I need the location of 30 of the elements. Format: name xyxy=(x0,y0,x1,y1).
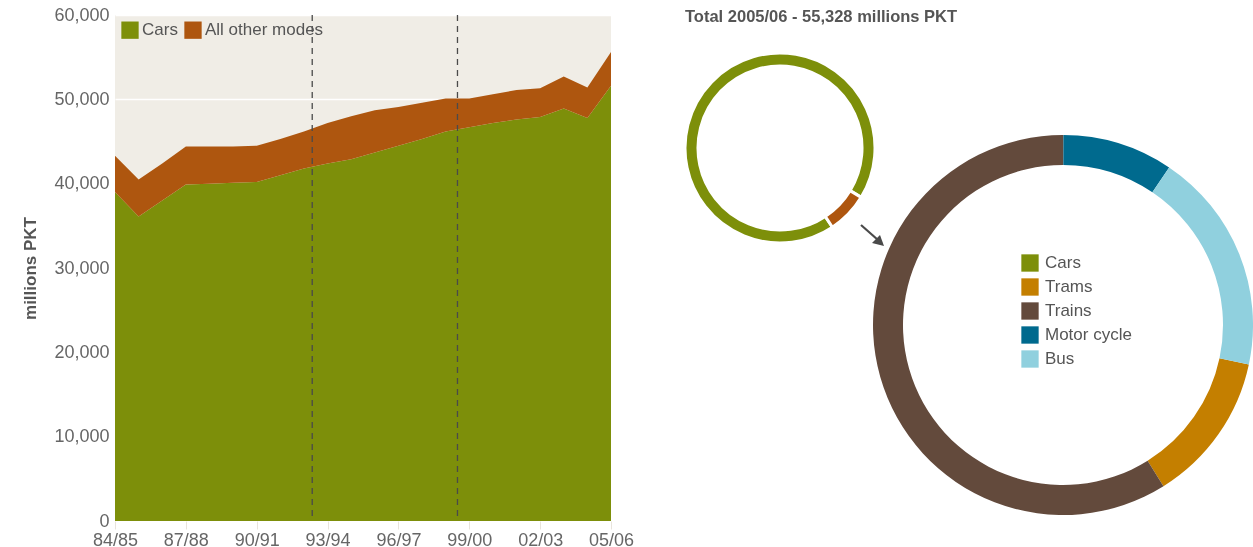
donut-slice xyxy=(683,51,877,245)
donut-slice xyxy=(1152,167,1253,365)
x-tick-label: 96/97 xyxy=(376,529,422,547)
y-tick-label: 20,000 xyxy=(54,341,110,362)
y-tick-label: 30,000 xyxy=(54,257,110,278)
x-tick-label: 93/94 xyxy=(305,529,351,547)
legend-label: Cars xyxy=(142,20,178,40)
donut-slice xyxy=(1063,135,1170,193)
y-tick-label: 0 xyxy=(99,510,110,531)
x-tick-label: 02/03 xyxy=(518,529,564,547)
x-tick-label: 99/00 xyxy=(447,529,493,547)
y-tick-label: 40,000 xyxy=(54,173,110,194)
x-tick-label: 05/06 xyxy=(588,529,635,547)
donut-slice xyxy=(873,135,1164,515)
x-tick-label: 90/91 xyxy=(234,529,280,547)
legend-label: Motor cycle xyxy=(1045,325,1132,344)
y-axis-title: millions PKT xyxy=(21,216,41,320)
legend-label: Trams xyxy=(1045,277,1093,296)
legend-label: Trains xyxy=(1045,301,1092,320)
x-tick-label: 84/85 xyxy=(92,529,139,547)
y-tick-label: 10,000 xyxy=(54,426,110,447)
x-tick-label: 87/88 xyxy=(163,529,209,547)
donut-slice xyxy=(823,189,863,229)
y-tick-label: 60,000 xyxy=(54,4,110,25)
legend-label: All other modes xyxy=(205,20,324,40)
legend-label: Bus xyxy=(1045,349,1075,368)
donut-slice xyxy=(1147,358,1249,487)
y-tick-label: 50,000 xyxy=(54,88,110,109)
chart-title: Total 2005/06 - 55,328 millions PKT xyxy=(685,6,958,25)
legend-label: Cars xyxy=(1045,253,1081,272)
